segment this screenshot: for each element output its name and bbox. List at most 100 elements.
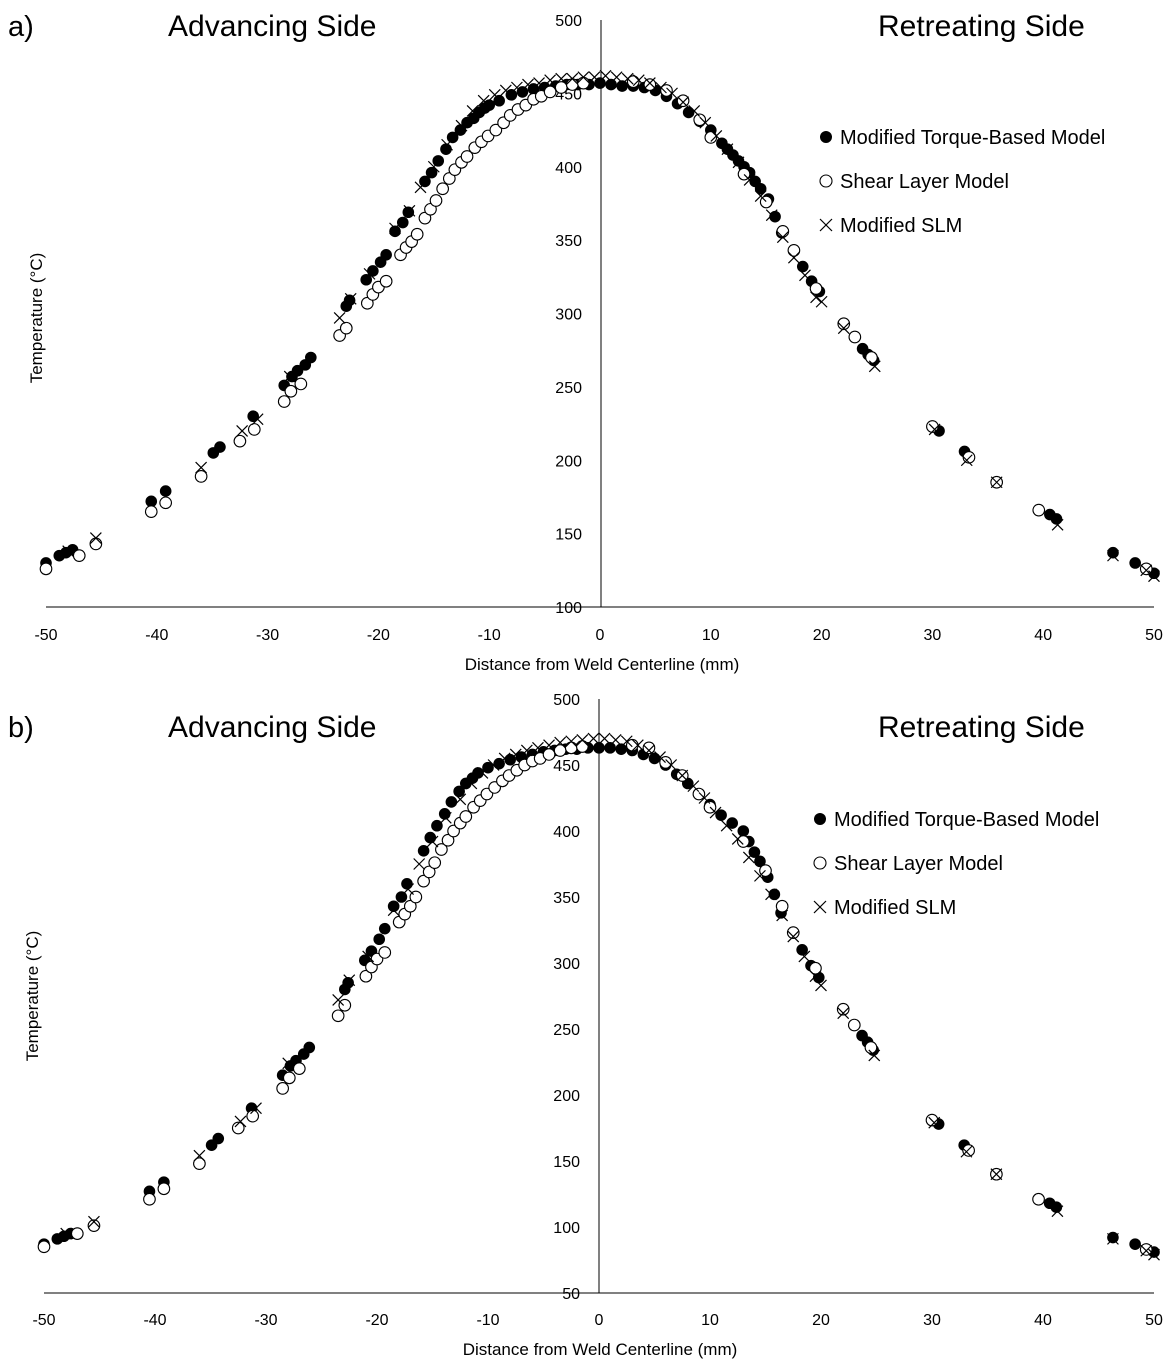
data-point-shear-layer-model — [565, 78, 579, 91]
data-point-shear-layer-model — [410, 227, 424, 241]
data-point-shear-layer-model — [643, 78, 657, 91]
data-point-modified-torque-based-model — [682, 106, 695, 119]
data-point-shear-layer-model — [837, 317, 851, 331]
data-point-modified-slm — [815, 979, 827, 992]
data-point-shear-layer-model — [339, 321, 353, 335]
x-tick-label: -20 — [367, 627, 390, 644]
data-point-shear-layer-model — [70, 1227, 84, 1240]
legend-open-circle-marker — [819, 174, 833, 188]
data-point-modified-torque-based-model — [648, 752, 661, 765]
data-point-modified-slm — [1140, 1244, 1153, 1257]
data-point-shear-layer-model — [692, 787, 706, 801]
data-point-shear-layer-model — [626, 75, 640, 88]
legend-x-marker — [813, 900, 827, 914]
data-point-modified-slm — [402, 883, 415, 896]
data-point-modified-slm — [588, 71, 601, 84]
data-point-modified-slm — [754, 190, 767, 203]
data-point-modified-slm — [666, 87, 678, 100]
data-point-modified-slm — [960, 1145, 973, 1158]
data-point-modified-torque-based-model — [768, 888, 781, 901]
y-tick-label: 350 — [553, 890, 580, 907]
data-point-shear-layer-model — [441, 833, 455, 847]
data-point-modified-slm — [1140, 564, 1153, 577]
data-point-modified-torque-based-model — [417, 845, 430, 857]
data-point-modified-slm — [544, 74, 557, 87]
data-point-shear-layer-model — [144, 505, 158, 518]
panel-b-retreating-side-label: Retreating Side — [878, 711, 1085, 744]
data-point-modified-slm — [250, 1102, 262, 1115]
data-point-modified-torque-based-model — [305, 351, 317, 364]
data-point-shear-layer-model — [1139, 1243, 1153, 1256]
y-tick-label: 450 — [553, 758, 580, 775]
data-point-modified-torque-based-model — [715, 809, 727, 821]
data-point-modified-torque-based-model — [445, 796, 458, 808]
legend-modified-torque-based-model: Modified Torque-Based Model — [834, 809, 1099, 831]
data-point-modified-torque-based-model — [389, 225, 401, 238]
data-point-shear-layer-model — [625, 738, 639, 752]
data-point-shear-layer-model — [284, 384, 298, 398]
data-point-shear-layer-model — [642, 741, 656, 755]
data-point-shear-layer-model — [848, 330, 862, 344]
y-tick-label: 300 — [555, 307, 582, 324]
data-point-modified-slm — [620, 735, 633, 748]
data-point-shear-layer-model — [403, 899, 417, 913]
data-point-modified-slm — [731, 832, 744, 845]
x-tick-label: -50 — [34, 627, 57, 644]
x-tick-label: -40 — [145, 627, 168, 644]
data-point-modified-torque-based-model — [431, 819, 443, 832]
data-point-modified-slm — [776, 909, 789, 922]
data-point-modified-torque-based-model — [212, 1132, 225, 1145]
data-point-shear-layer-model — [962, 1144, 975, 1157]
data-point-modified-slm — [990, 1168, 1003, 1181]
panel-a-legend: Modified Torque-Based Model Shear Layer … — [819, 127, 1105, 237]
data-point-modified-torque-based-model — [425, 166, 438, 179]
data-point-modified-slm — [498, 752, 511, 765]
legend-modified-slm: Modified SLM — [840, 215, 962, 237]
data-point-modified-slm — [195, 461, 208, 474]
data-point-shear-layer-model — [87, 1219, 101, 1233]
data-point-modified-slm — [522, 78, 534, 91]
data-point-modified-torque-based-model — [303, 1041, 316, 1054]
data-point-modified-slm — [743, 174, 756, 186]
data-point-modified-slm — [343, 974, 356, 987]
data-point-modified-slm — [754, 869, 766, 882]
data-point-shear-layer-model — [338, 998, 352, 1012]
x-tick-label: 50 — [1145, 1312, 1163, 1329]
x-tick-label: 0 — [595, 1312, 604, 1329]
data-point-modified-slm — [413, 858, 426, 870]
data-point-modified-torque-based-model — [505, 89, 518, 101]
data-point-modified-slm — [655, 81, 667, 94]
data-point-shear-layer-model — [39, 562, 53, 576]
x-tick-label: 10 — [701, 1312, 719, 1329]
data-point-shear-layer-model — [157, 1182, 171, 1196]
legend-shear-layer-model: Shear Layer Model — [840, 171, 1009, 193]
data-point-modified-slm — [362, 950, 375, 963]
data-point-modified-slm — [60, 1227, 73, 1240]
data-point-modified-slm — [403, 204, 416, 217]
data-point-modified-torque-based-model — [145, 495, 158, 508]
data-point-modified-torque-based-model — [616, 80, 628, 92]
data-point-shear-layer-model — [676, 94, 690, 108]
data-point-modified-slm — [333, 311, 346, 324]
data-point-modified-slm — [1107, 549, 1119, 562]
data-point-modified-slm — [554, 736, 567, 749]
data-point-shear-layer-model — [233, 434, 247, 448]
data-point-shear-layer-model — [847, 1018, 861, 1032]
data-point-modified-slm — [688, 105, 701, 117]
data-point-shear-layer-model — [836, 1002, 850, 1016]
legend-shear-layer-model: Shear Layer Model — [834, 853, 1003, 875]
data-point-shear-layer-model — [193, 1157, 206, 1170]
legend-filled-circle-marker — [820, 131, 832, 143]
panel-b-label: b) — [8, 712, 34, 744]
data-point-shear-layer-model — [292, 1062, 306, 1075]
x-tick-label: -30 — [254, 1312, 277, 1329]
data-point-shear-layer-model — [577, 76, 590, 90]
data-point-modified-torque-based-model — [159, 485, 172, 497]
legend-x-marker — [819, 218, 833, 232]
x-tick-label: 50 — [1145, 627, 1163, 644]
data-point-modified-slm — [62, 545, 75, 558]
data-point-modified-slm — [1051, 1205, 1064, 1218]
data-point-shear-layer-model — [143, 1192, 156, 1206]
data-point-modified-torque-based-model — [378, 922, 391, 935]
panel-a-label: a) — [8, 11, 34, 43]
